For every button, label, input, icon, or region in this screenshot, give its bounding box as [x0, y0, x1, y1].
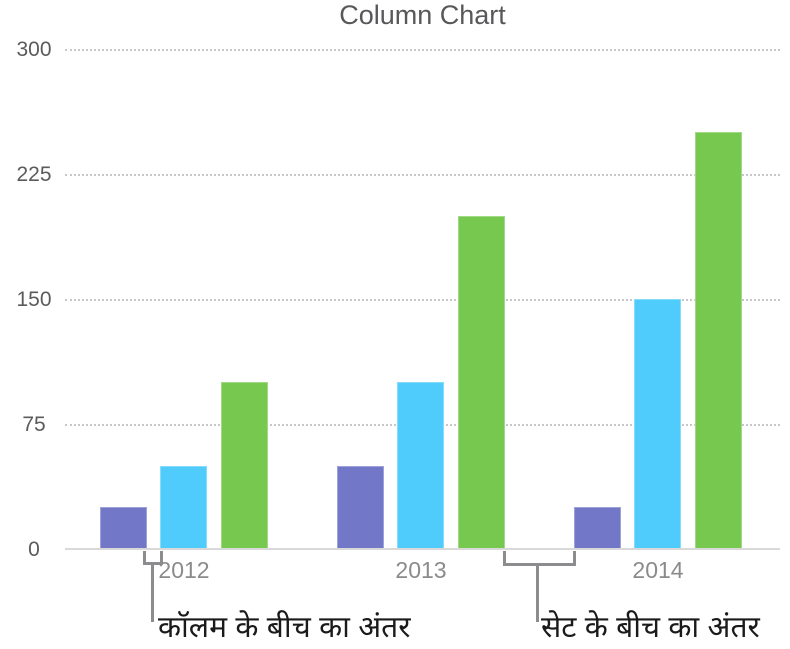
gridline-225 — [65, 174, 780, 176]
x-tick-label-2014: 2014 — [632, 557, 684, 583]
bar-green-series-2012 — [221, 382, 268, 549]
set-gap-bracket — [503, 551, 576, 566]
x-axis-line — [65, 548, 780, 550]
x-tick-label-2013: 2013 — [395, 557, 447, 583]
y-tick-label-75: 75 — [22, 413, 46, 436]
set-gap-label: सेट के बीच का अंतर — [541, 611, 760, 644]
bar-green-series-2013 — [458, 216, 505, 549]
gridline-150 — [65, 299, 780, 301]
y-tick-label-225: 225 — [16, 163, 52, 186]
bar-green-series-2014 — [695, 132, 742, 549]
bar-blue-series-2013 — [397, 382, 444, 549]
bar-purple-series-2014 — [574, 507, 621, 549]
gridline-300 — [65, 49, 780, 51]
set-gap-callout-line — [536, 564, 539, 622]
bar-purple-series-2012 — [100, 507, 147, 549]
bar-purple-series-2013 — [337, 466, 384, 549]
bar-blue-series-2012 — [160, 466, 207, 549]
y-tick-label-0: 0 — [28, 538, 40, 561]
y-tick-label-300: 300 — [16, 38, 52, 61]
y-tick-label-150: 150 — [16, 288, 52, 311]
x-tick-label-2012: 2012 — [158, 557, 210, 583]
chart-title: Column Chart — [339, 0, 506, 30]
column-gap-label: कॉलम के बीच का अंतर — [158, 611, 411, 644]
bar-blue-series-2014 — [634, 299, 681, 549]
column-gap-callout-line — [151, 563, 154, 622]
